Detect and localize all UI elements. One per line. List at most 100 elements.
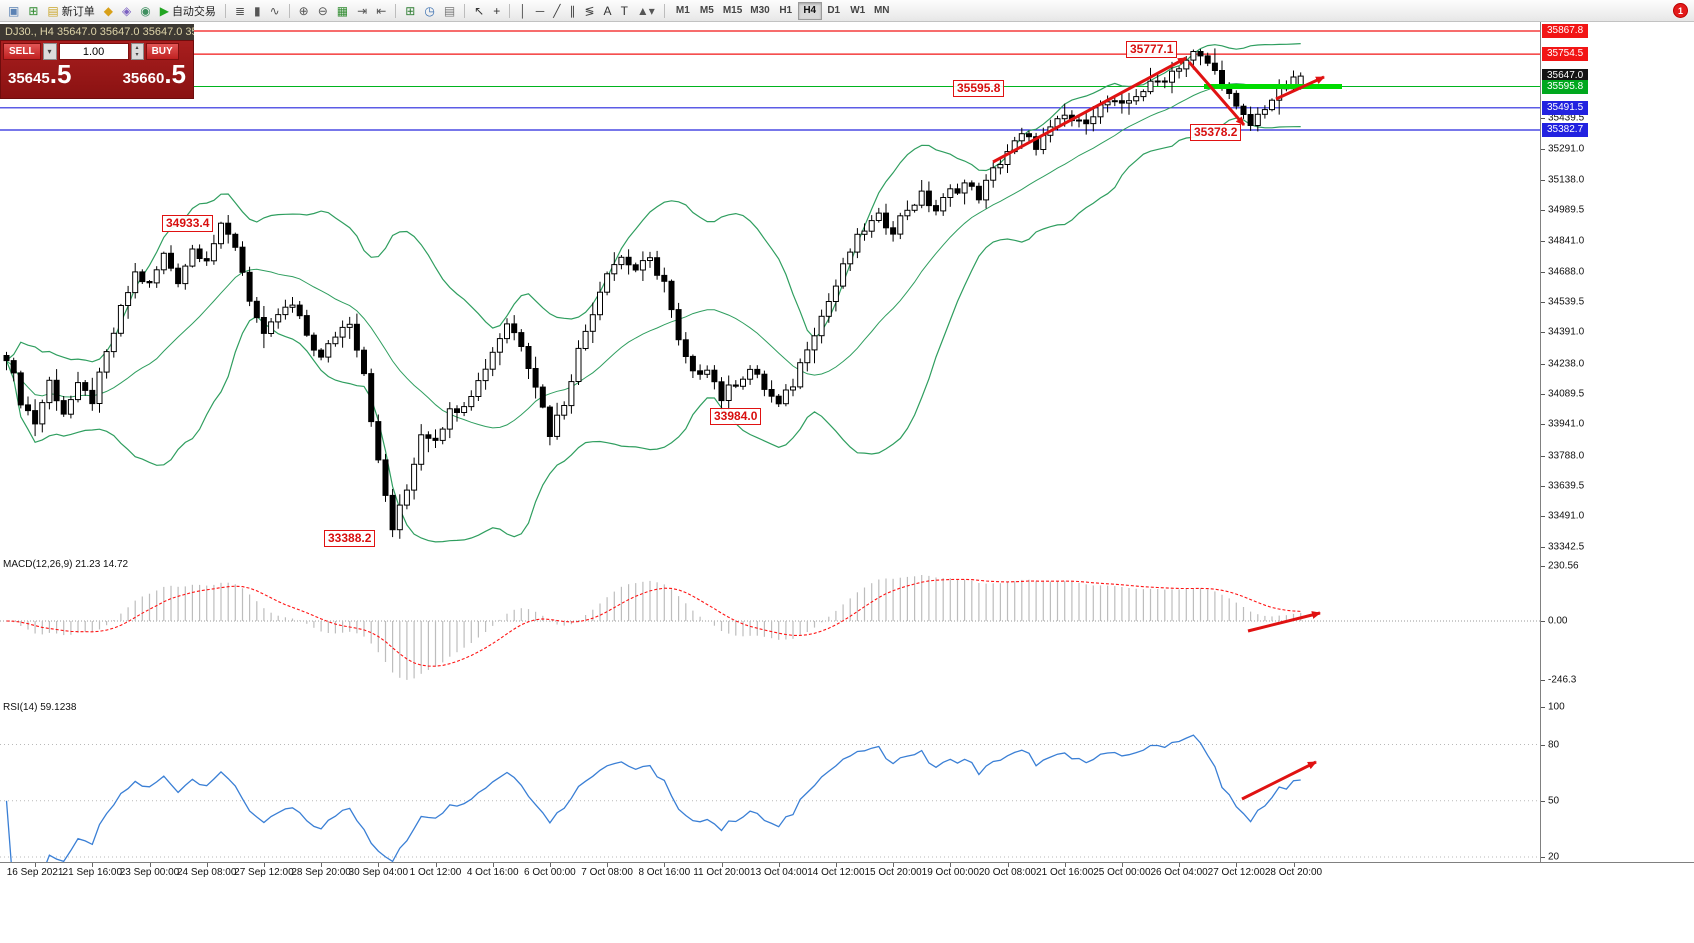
history-center-icon-icon: ◆ [103,3,113,18]
toolbar-separator [395,3,397,18]
timeframe-group: M1 M5 M15 M30 H1 H4 D1 W1 MN [671,1,894,20]
timeframe-M1[interactable]: M1 [675,4,690,16]
timeframe-H1[interactable]: H1 [779,4,793,16]
scale-tick-mark [1541,240,1545,242]
line-chart-icon[interactable]: ∿ [266,2,284,20]
price-annotation[interactable]: 35595.8 [953,80,1005,97]
time-tick-mark [149,863,151,867]
rsi-panel[interactable]: RSI(14) 59.1238 [0,700,1540,862]
buy-price-frac: .5 [164,59,186,89]
price-annotation[interactable]: 34933.4 [162,215,214,232]
toolbar: ▣ ⊞ ▤ 新订单 ◆ ◈ ◉ ▶ 自动交易 ≣ ▮ ∿ ⊕ ⊖ ▦ ⇥ ⇤ ⊞ ◷ ▤ ↖ + │ ─ ╱ ∥ ≶ A T ▲▾ M1 M… [0,0,1694,22]
time-label: 27 Oct 12:00 [1207,867,1265,878]
candlestick-chart-icon[interactable]: ▮ [250,2,265,20]
scale-tick-mark [1541,565,1545,567]
new-order-button[interactable]: ▤ 新订单 [43,2,98,20]
new-chart-icon[interactable]: ⊞ [24,2,42,20]
price-annotation[interactable]: 35777.1 [1126,41,1178,58]
profiles-icon[interactable]: ◈ [118,2,135,20]
price-annotation[interactable]: 33388.2 [324,530,376,547]
macd-label: MACD(12,26,9) 21.23 14.72 [3,559,129,570]
time-tick-mark [35,863,37,867]
candlestick-chart-icon-icon: ▮ [254,3,261,18]
label-icon[interactable]: T [617,2,632,20]
volume-stepper[interactable]: ▴ ▾ [130,43,144,60]
time-tick-mark [607,863,609,867]
tile-windows-icon[interactable]: ▦ [333,2,352,20]
toolbar-separator [288,3,290,18]
autotrading-button[interactable]: ▶ 自动交易 [156,2,220,20]
indicators-icon[interactable]: ⊞ [401,2,419,20]
macd-chart[interactable] [0,557,1540,696]
timeframe-MN[interactable]: MN [873,4,890,16]
periods-icon[interactable]: ◷ [420,2,438,20]
bar-chart-icon-icon: ≣ [234,3,245,18]
auto-scroll-icon[interactable]: ⇥ [353,2,371,20]
market-watch-icon-icon: ◉ [140,3,151,18]
order-controls-row: SELL ▾ ▴▾ BUY [1,41,193,60]
price-tick: 33941.0 [1548,418,1585,430]
candlestick-chart[interactable] [0,22,1540,553]
shapes-icon[interactable]: ▲▾ [633,2,659,20]
price-tick: 34989.5 [1548,204,1585,216]
timeframe-W1[interactable]: W1 [850,4,866,16]
chart-shift-icon[interactable]: ⇤ [372,2,390,20]
cursor-icon-icon: ↖ [474,3,485,18]
macd-panel[interactable]: MACD(12,26,9) 21.23 14.72 [0,557,1540,696]
bar-chart-icon[interactable]: ≣ [231,2,249,20]
chart-window-icon[interactable]: ▣ [4,2,23,20]
horizontal-line-icon[interactable]: ─ [532,2,549,20]
crosshair-icon[interactable]: + [489,2,504,20]
time-tick-mark [1236,863,1238,867]
volume-input[interactable] [58,43,129,60]
autotrading-button-label: 自动交易 [171,5,216,18]
timeframe-H4[interactable]: H4 [797,1,822,20]
timeframe-M5[interactable]: M5 [699,4,714,16]
trendline-icon[interactable]: ╱ [549,2,564,20]
cursor-icon[interactable]: ↖ [470,2,488,20]
vertical-line-icon[interactable]: │ [515,2,531,20]
price-label: 35595.8 [1542,79,1589,94]
price-tick: 34841.0 [1548,235,1585,247]
price-tick: 34238.0 [1548,358,1585,370]
sell-price-main: 35645 [8,70,50,87]
channel-icon-icon: ∥ [569,3,576,18]
price-tick: 34391.0 [1548,326,1585,338]
time-tick-mark [92,863,94,867]
order-type-dropdown[interactable]: ▾ [42,43,57,60]
timeframe-D1[interactable]: D1 [827,4,841,16]
shapes-icon-icon: ▲▾ [636,3,655,18]
chart-annotations: 35777.1 35595.8 35378.2 34933.4 33984.0 33388… [0,22,1540,553]
market-watch-icon[interactable]: ◉ [136,2,154,20]
zoom-out-icon[interactable]: ⊖ [314,2,332,20]
rsi-chart[interactable] [0,700,1540,862]
templates-icon[interactable]: ▤ [440,2,459,20]
chevron-down-icon: ▾ [47,47,52,56]
price-scale[interactable]: 35439.5 35291.0 35138.0 34989.5 34841.0 34688… [1540,22,1694,863]
price-tick: 33639.5 [1548,480,1585,492]
time-label: 24 Sep 08:00 [176,867,237,878]
time-label: 8 Oct 16:00 [638,867,691,878]
decrement-icon: ▾ [135,51,139,58]
time-axis[interactable]: 16 Sep 2021 21 Sep 16:00 23 Sep 00:00 24 Se… [0,862,1694,882]
tile-windows-icon-icon: ▦ [336,3,349,18]
timeframe-M15[interactable]: M15 [722,4,743,16]
scale-tick-mark [1541,546,1545,548]
scale-tick-mark [1541,332,1545,334]
notification-badge[interactable]: 1 [1673,3,1688,18]
price-annotation[interactable]: 33984.0 [710,408,762,425]
zoom-in-icon[interactable]: ⊕ [295,2,313,20]
main-chart-panel[interactable]: 35777.1 35595.8 35378.2 34933.4 33984.0 33388… [0,22,1540,553]
text-icon[interactable]: A [600,2,616,20]
bid-ask-prices: 35645.5 35660.5 [1,60,193,87]
sell-button[interactable]: SELL [3,43,41,60]
timeframe-M30[interactable]: M30 [750,4,770,16]
history-center-icon[interactable]: ◆ [100,2,117,20]
periods-icon-icon: ◷ [424,3,435,18]
price-tick: 33788.0 [1548,450,1585,461]
price-tick: 34539.5 [1548,296,1585,308]
channel-icon[interactable]: ∥ [565,2,579,20]
price-annotation[interactable]: 35378.2 [1190,124,1242,141]
fibonacci-icon[interactable]: ≶ [580,2,598,20]
buy-button[interactable]: BUY [145,43,179,60]
